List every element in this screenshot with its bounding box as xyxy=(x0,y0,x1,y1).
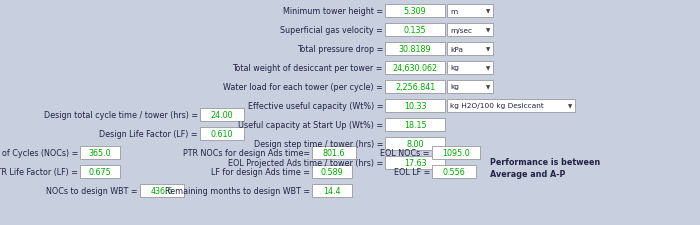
FancyBboxPatch shape xyxy=(432,165,476,178)
Text: 2,256.841: 2,256.841 xyxy=(395,83,435,92)
Text: 1095.0: 1095.0 xyxy=(442,148,470,157)
Text: PTR No of Cycles (NOCs) =: PTR No of Cycles (NOCs) = xyxy=(0,148,78,157)
Text: 0.675: 0.675 xyxy=(89,167,111,176)
Text: Design step time / tower (hrs) =: Design step time / tower (hrs) = xyxy=(253,139,383,148)
FancyBboxPatch shape xyxy=(385,119,445,131)
FancyBboxPatch shape xyxy=(385,99,445,112)
Text: 801.6: 801.6 xyxy=(323,148,345,157)
FancyBboxPatch shape xyxy=(385,137,445,150)
Text: ▼: ▼ xyxy=(486,28,490,33)
Text: EOL Projected Ads time / tower (hrs) =: EOL Projected Ads time / tower (hrs) = xyxy=(228,158,383,167)
Text: Total pressure drop =: Total pressure drop = xyxy=(297,45,383,54)
Text: ▼: ▼ xyxy=(568,104,572,108)
FancyBboxPatch shape xyxy=(432,146,480,159)
Text: EOL NOCs =: EOL NOCs = xyxy=(381,148,430,157)
Text: 17.63: 17.63 xyxy=(404,158,426,167)
Text: 0.610: 0.610 xyxy=(211,129,233,138)
Text: EOL LF =: EOL LF = xyxy=(393,167,430,176)
Text: Superficial gas velocity =: Superficial gas velocity = xyxy=(280,26,383,35)
Text: LF for design Ads time =: LF for design Ads time = xyxy=(211,167,310,176)
Text: Useful capacity at Start Up (Wt%) =: Useful capacity at Start Up (Wt%) = xyxy=(238,120,383,129)
FancyBboxPatch shape xyxy=(312,184,352,197)
Text: kPa: kPa xyxy=(450,46,463,52)
Text: 10.33: 10.33 xyxy=(404,101,426,110)
Text: 0.556: 0.556 xyxy=(442,167,466,176)
Text: Design total cycle time / tower (hrs) =: Design total cycle time / tower (hrs) = xyxy=(44,110,198,119)
FancyBboxPatch shape xyxy=(80,165,120,178)
Text: 0.135: 0.135 xyxy=(404,26,426,35)
Text: 0.589: 0.589 xyxy=(321,167,344,176)
FancyBboxPatch shape xyxy=(385,24,445,37)
Text: Total weight of desiccant per tower =: Total weight of desiccant per tower = xyxy=(232,64,383,73)
Text: kg: kg xyxy=(450,84,459,90)
Text: PTR Life Factor (LF) =: PTR Life Factor (LF) = xyxy=(0,167,78,176)
Text: kg: kg xyxy=(450,65,459,71)
FancyBboxPatch shape xyxy=(312,165,352,178)
FancyBboxPatch shape xyxy=(447,81,493,94)
Text: kg H2O/100 kg Desiccant: kg H2O/100 kg Desiccant xyxy=(450,103,544,109)
Text: m: m xyxy=(450,9,457,14)
FancyBboxPatch shape xyxy=(385,62,445,75)
FancyBboxPatch shape xyxy=(447,5,493,18)
FancyBboxPatch shape xyxy=(385,5,445,18)
Text: Design Life Factor (LF) =: Design Life Factor (LF) = xyxy=(99,129,198,138)
Text: Water load for each tower (per cycle) =: Water load for each tower (per cycle) = xyxy=(223,83,383,92)
FancyBboxPatch shape xyxy=(200,127,244,140)
FancyBboxPatch shape xyxy=(447,43,493,56)
FancyBboxPatch shape xyxy=(80,146,120,159)
Text: ▼: ▼ xyxy=(486,47,490,52)
FancyBboxPatch shape xyxy=(447,24,493,37)
Text: 24,630.062: 24,630.062 xyxy=(393,64,438,73)
FancyBboxPatch shape xyxy=(447,62,493,75)
Text: 18.15: 18.15 xyxy=(404,120,426,129)
Text: ▼: ▼ xyxy=(486,9,490,14)
Text: 5.309: 5.309 xyxy=(404,7,426,16)
FancyBboxPatch shape xyxy=(385,156,445,169)
Text: NOCs to design WBT =: NOCs to design WBT = xyxy=(46,186,138,195)
Text: Performance is between: Performance is between xyxy=(490,158,601,167)
Text: ▼: ▼ xyxy=(486,85,490,90)
FancyBboxPatch shape xyxy=(385,81,445,94)
Text: Effective useful capacity (Wt%) =: Effective useful capacity (Wt%) = xyxy=(248,101,383,110)
Text: 8.00: 8.00 xyxy=(406,139,424,148)
Text: m/sec: m/sec xyxy=(450,27,472,33)
FancyBboxPatch shape xyxy=(447,99,575,112)
Text: 24.00: 24.00 xyxy=(211,110,233,119)
Text: Remaining months to design WBT =: Remaining months to design WBT = xyxy=(165,186,310,195)
FancyBboxPatch shape xyxy=(385,43,445,56)
Text: 14.4: 14.4 xyxy=(323,186,341,195)
FancyBboxPatch shape xyxy=(140,184,184,197)
Text: 30.8189: 30.8189 xyxy=(399,45,431,54)
Text: Minimum tower height =: Minimum tower height = xyxy=(283,7,383,16)
Text: 365.0: 365.0 xyxy=(89,148,111,157)
FancyBboxPatch shape xyxy=(200,108,244,122)
Text: Average and A-P: Average and A-P xyxy=(490,170,566,179)
Text: PTR NOCs for design Ads time=: PTR NOCs for design Ads time= xyxy=(183,148,310,157)
Text: ▼: ▼ xyxy=(486,66,490,71)
FancyBboxPatch shape xyxy=(312,146,356,159)
Text: 436.6: 436.6 xyxy=(150,186,174,195)
